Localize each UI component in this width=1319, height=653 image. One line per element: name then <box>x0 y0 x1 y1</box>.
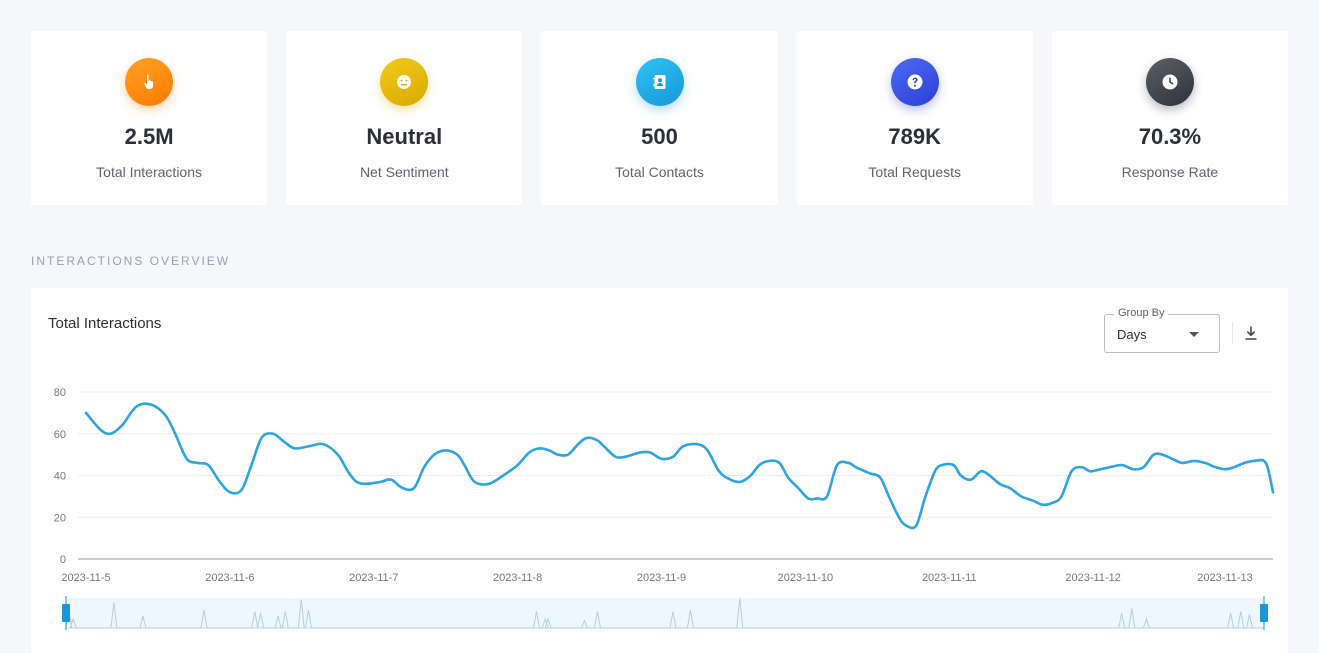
kpi-value: 789K <box>888 124 941 149</box>
kpi-card-response-rate: 70.3% Response Rate <box>1051 31 1289 205</box>
x-tick-label: 2023-11-10 <box>778 572 833 584</box>
kpi-label: Total Requests <box>868 164 962 180</box>
group-by-value: Days <box>1117 327 1147 342</box>
chart-grid <box>78 391 1273 560</box>
toolbar-divider <box>1232 322 1233 344</box>
pointer-hand-icon <box>125 58 174 106</box>
kpi-card-net-sentiment: Neutral Net Sentiment <box>286 31 523 205</box>
navigator-area <box>65 597 1264 629</box>
x-tick-label: 2023-11-9 <box>637 572 686 584</box>
x-axis-labels: 2023-11-5 2023-11-6 2023-11-7 2023-11-8 2023… <box>61 572 1252 584</box>
series-line <box>84 402 1275 530</box>
x-tick-label: 2023-11-8 <box>493 572 542 584</box>
kpi-card-total-interactions: 2.5M Total Interactions <box>31 31 268 205</box>
kpi-label: Total Interactions <box>96 164 203 180</box>
clock-icon <box>1145 58 1194 106</box>
y-tick-label: 20 <box>54 512 66 524</box>
x-tick-label: 2023-11-11 <box>922 572 977 584</box>
kpi-value: 500 <box>641 124 678 149</box>
kpi-value: 2.5M <box>124 124 174 149</box>
chevron-down-icon <box>1189 332 1199 337</box>
chart-title: Total Interactions <box>48 315 162 332</box>
x-tick-label: 2023-11-6 <box>205 572 254 584</box>
y-tick-label: 40 <box>54 471 66 483</box>
navigator-handle-right[interactable] <box>1260 604 1268 622</box>
question-circle-icon <box>890 58 939 106</box>
kpi-card-total-contacts: 500 Total Contacts <box>541 31 778 205</box>
y-tick-label: 80 <box>54 387 66 399</box>
kpi-value: Neutral <box>366 124 443 149</box>
x-tick-label: 2023-11-12 <box>1065 572 1120 584</box>
range-navigator[interactable] <box>62 596 1268 630</box>
interactions-chart-panel: Total Interactions Group By Days 0 20 40 60… <box>31 288 1288 653</box>
kpi-label: Net Sentiment <box>359 164 449 180</box>
group-by-legend: Group By <box>1114 307 1169 319</box>
kpi-label: Total Contacts <box>615 164 704 180</box>
kpi-cards: 2.5M Total Interactions Neutral Net Sent… <box>31 31 1289 205</box>
navigator-handle-left[interactable] <box>62 604 70 622</box>
x-tick-label: 2023-11-7 <box>349 572 398 584</box>
x-tick-label: 2023-11-13 <box>1197 572 1252 584</box>
kpi-label: Response Rate <box>1121 164 1219 180</box>
kpi-value: 70.3% <box>1138 124 1202 149</box>
navigator-selected-range <box>66 598 1264 628</box>
x-tick-label: 2023-11-5 <box>61 572 110 584</box>
kpi-card-total-requests: 789K Total Requests <box>796 31 1033 205</box>
download-icon <box>1245 326 1257 340</box>
section-title: INTERACTIONS OVERVIEW <box>31 254 231 268</box>
y-tick-label: 60 <box>54 429 66 441</box>
y-tick-label: 0 <box>60 554 66 566</box>
group-by-select[interactable]: Group By Days <box>1104 307 1220 353</box>
y-axis-labels: 0 20 40 60 80 <box>54 387 66 566</box>
neutral-face-icon <box>380 58 429 106</box>
contact-book-icon <box>635 58 684 106</box>
download-button[interactable] <box>1240 322 1262 344</box>
